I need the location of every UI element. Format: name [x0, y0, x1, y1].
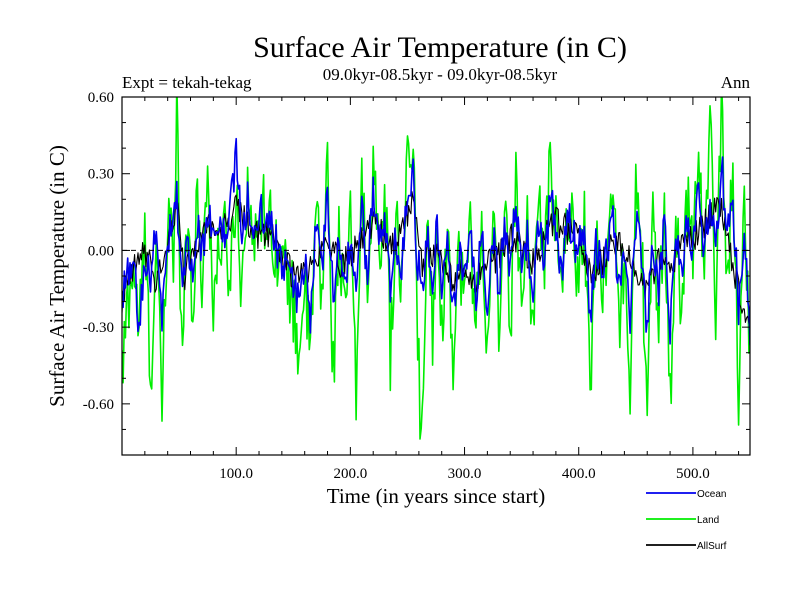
experiment-label: Expt = tekah-tekag [122, 73, 252, 92]
x-tick-label: 100.0 [219, 466, 253, 482]
x-tick-label: 300.0 [448, 466, 482, 482]
legend-label-ocean: Ocean [697, 489, 726, 500]
chart-title: Surface Air Temperature (in C) [253, 31, 627, 64]
series-layer [122, 97, 750, 440]
x-tick-label: 500.0 [676, 466, 710, 482]
y-tick-label: 0.00 [88, 243, 114, 259]
legend-label-allsurf: AllSurf [697, 541, 727, 552]
y-tick-label: 0.60 [88, 90, 114, 106]
season-label: Ann [721, 73, 751, 92]
x-tick-label: 200.0 [333, 466, 367, 482]
legend: Ocean Land AllSurf [646, 489, 727, 552]
tick-layer: 100.0 200.0 300.0 400.0 500.0 0.60 0.30 0.00 -0.… [83, 90, 750, 482]
y-tick-label: -0.30 [83, 320, 114, 336]
series-line-ocean [122, 137, 750, 346]
legend-label-land: Land [697, 515, 719, 526]
y-axis-label: Surface Air Temperature (in C) [45, 145, 69, 407]
y-tick-label: 0.30 [88, 167, 114, 183]
x-axis-label: Time (in years since start) [327, 484, 546, 508]
chart-subtitle: 09.0kyr-08.5kyr - 09.0kyr-08.5kyr [323, 65, 558, 84]
y-tick-label: -0.60 [83, 397, 114, 413]
x-tick-label: 400.0 [562, 466, 596, 482]
